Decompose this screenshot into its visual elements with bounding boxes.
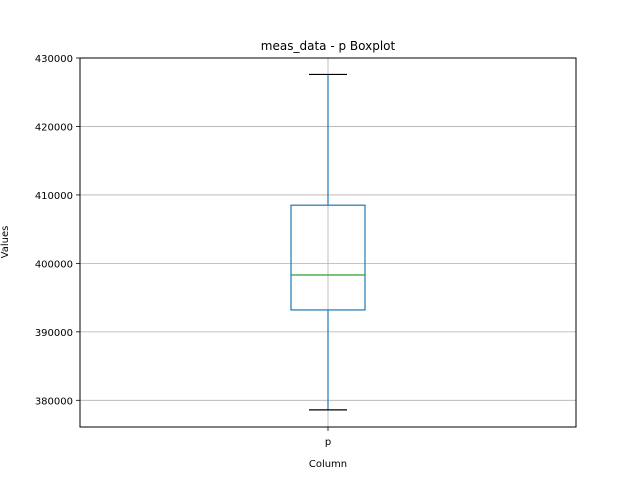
box-elements — [290, 73, 366, 411]
y-axis-label: Values — [0, 226, 11, 259]
x-ticks: p — [325, 427, 331, 448]
y-ticks: 380000 390000 400000 410000 420000 430000 — [35, 54, 80, 407]
y-tick-label: 400000 — [35, 259, 73, 270]
chart-title: meas_data - p Boxplot — [261, 39, 396, 53]
y-tick-label: 420000 — [35, 122, 73, 133]
y-tick-label: 430000 — [35, 54, 73, 65]
y-tick-label: 380000 — [35, 396, 73, 407]
y-tick-label: 390000 — [35, 328, 73, 339]
x-tick-label: p — [325, 437, 331, 448]
x-axis-label: Column — [309, 459, 347, 470]
iqr-box — [290, 204, 366, 311]
y-tick-label: 410000 — [35, 191, 73, 202]
